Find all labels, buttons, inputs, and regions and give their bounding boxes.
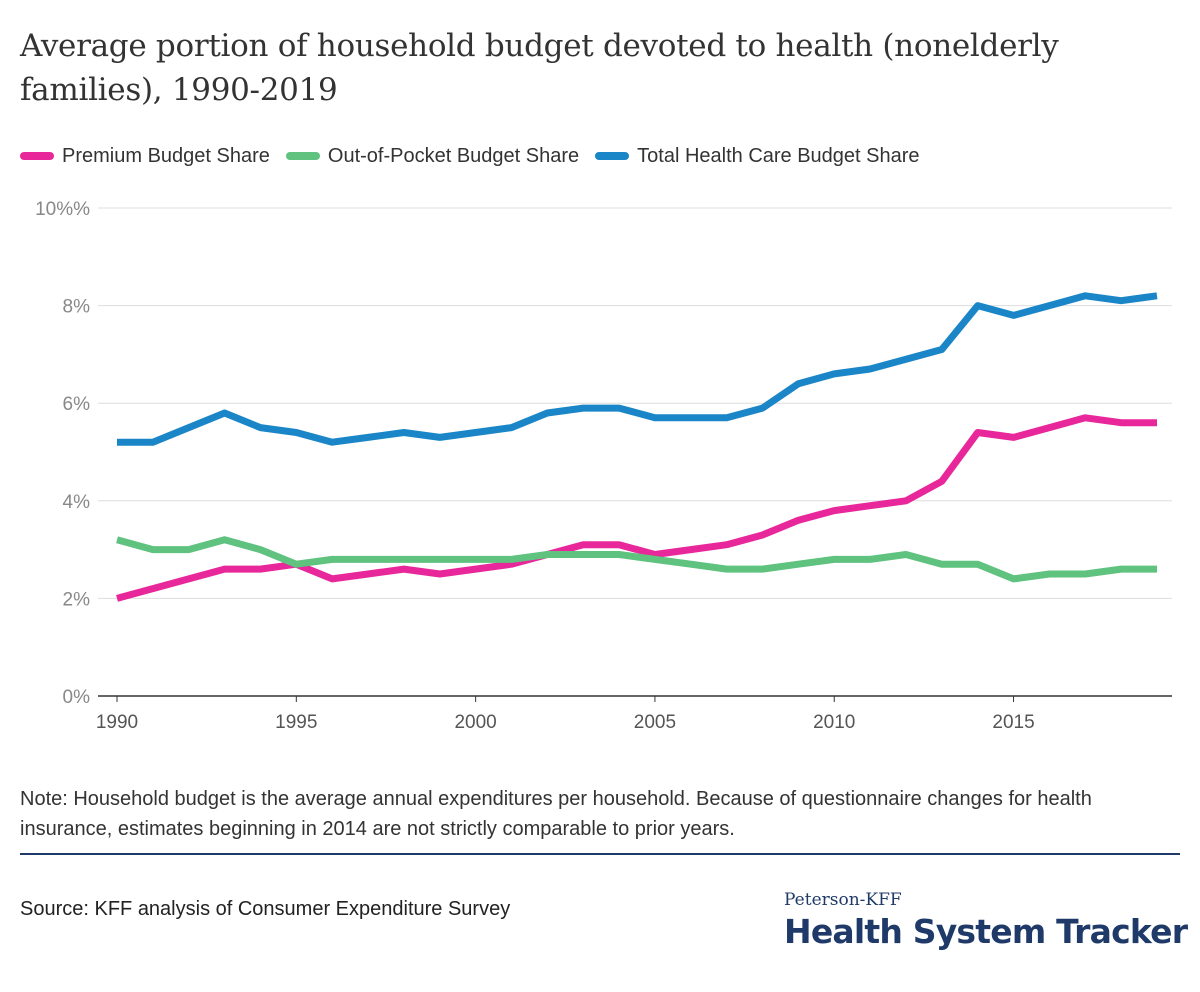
x-tick-label: 1995 — [275, 712, 317, 733]
y-tick-label: 4% — [63, 492, 91, 513]
brand-top-text: Peterson-KFF — [784, 890, 902, 910]
legend-label-total: Total Health Care Budget Share — [637, 144, 920, 167]
x-axis-ticks: 1990 1995 2000 2005 2010 2015 — [96, 696, 1035, 733]
y-tick-label: 2% — [63, 589, 91, 610]
y-tick-label: 10%% — [35, 199, 90, 220]
y-axis-ticks: 0% 2% 4% 6% 8% 10%% — [35, 199, 90, 708]
legend-item-out-of-pocket: Out-of-Pocket Budget Share — [285, 144, 580, 168]
series-line-total — [117, 292, 1158, 446]
series-lines — [116, 292, 1158, 602]
x-tick-label: 2005 — [634, 712, 676, 733]
y-tick-label: 0% — [63, 687, 91, 708]
series-line-out-of-pocket — [116, 536, 1157, 583]
legend-swatch-total — [595, 152, 630, 160]
legend-item-total: Total Health Care Budget Share — [595, 144, 920, 168]
chart-title: Average portion of household budget devo… — [20, 28, 1059, 108]
legend-swatch-premium — [20, 152, 54, 160]
x-tick-label: 1990 — [96, 712, 138, 733]
legend-label-premium: Premium Budget Share — [62, 144, 270, 167]
grid-lines — [98, 207, 1172, 697]
legend-label-out-of-pocket: Out-of-Pocket Budget Share — [327, 144, 580, 167]
legend-swatch-out-of-pocket — [285, 152, 320, 160]
x-tick-label: 2010 — [813, 712, 855, 733]
chart-source: Source: KFF analysis of Consumer Expendi… — [20, 898, 511, 920]
x-tick-label: 2015 — [992, 712, 1034, 733]
y-tick-label: 6% — [63, 394, 91, 415]
legend: Premium Budget Share Out-of-Pocket Budge… — [20, 142, 936, 170]
brand-main-text: Health System Tracker — [784, 912, 1188, 951]
line-chart: 0% 2% 4% 6% 8% 10%% 1990 1995 2000 2005 2010 2015 — [35, 199, 1172, 733]
y-tick-label: 8% — [63, 297, 91, 318]
x-tick-label: 2000 — [454, 712, 496, 733]
chart-note: Note: Household budget is the average an… — [20, 788, 1092, 840]
brand-logo: Peterson-KFF Health System Tracker — [784, 888, 1188, 952]
divider — [20, 853, 1180, 855]
legend-item-premium: Premium Budget Share — [20, 145, 270, 168]
